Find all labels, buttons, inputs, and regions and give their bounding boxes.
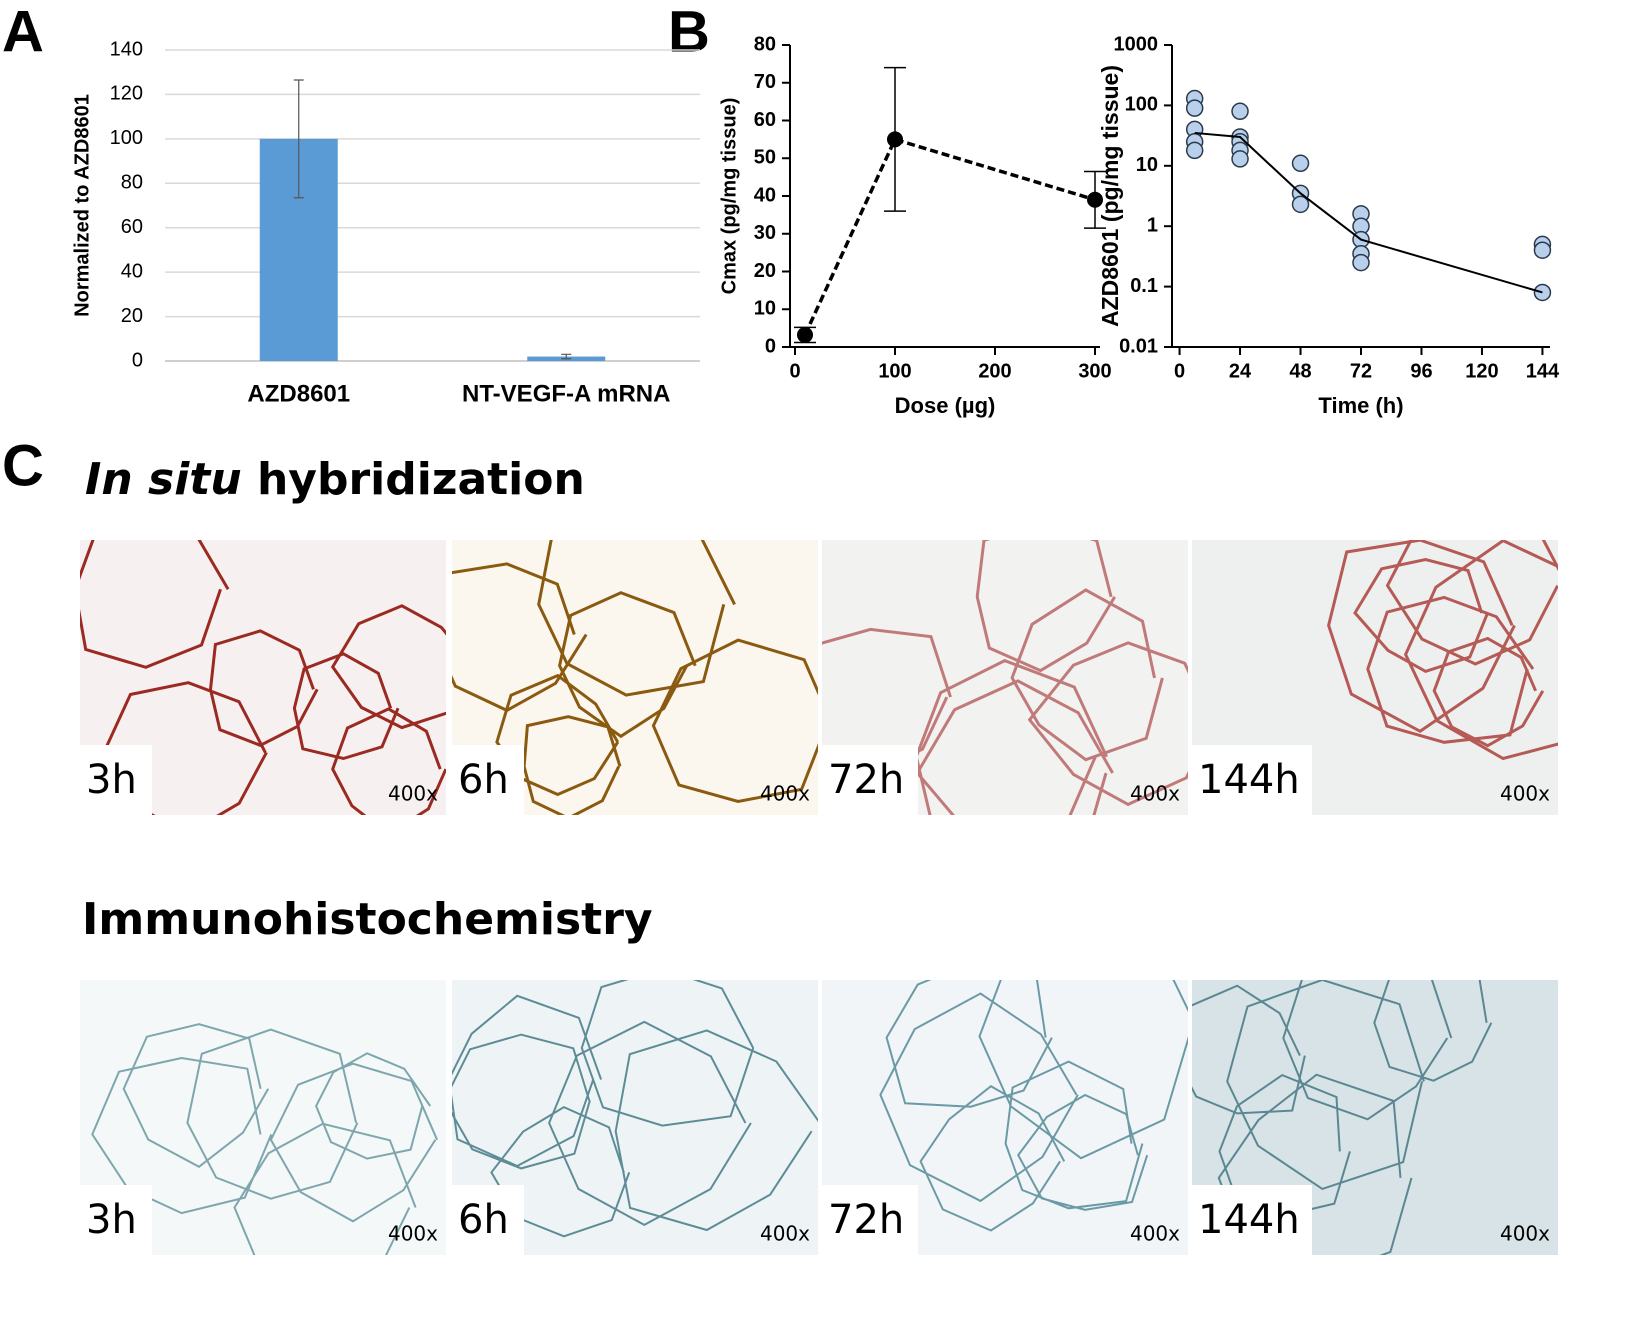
time-box xyxy=(1192,745,1312,815)
micrographs: 3h 400x 6h 400x 72h 400x 144h 400x 3h 400x 6h 400x 7… xyxy=(80,540,1558,1255)
y-tick-label: 140 xyxy=(110,38,143,60)
time-label: 144h xyxy=(1198,757,1300,803)
tissue xyxy=(80,540,446,815)
x-tick-label: 24 xyxy=(1229,360,1252,382)
tissue xyxy=(879,980,1188,1232)
magnification: 400x xyxy=(760,782,810,806)
y-tick-label: 50 xyxy=(754,147,776,169)
marker xyxy=(1087,191,1103,208)
y-tick-label: 70 xyxy=(754,71,776,93)
y-tick-label: 30 xyxy=(754,222,776,244)
y-tick-label: 20 xyxy=(754,260,776,282)
y-axis-title: Cmax (pg/mg tissue) xyxy=(718,98,740,295)
x-tick-label: 100 xyxy=(878,360,911,382)
time-box xyxy=(452,1185,524,1255)
y-tick-label: 80 xyxy=(121,172,143,194)
x-tick-label: 120 xyxy=(1465,360,1498,382)
marker xyxy=(887,131,903,148)
x-axis-title: Time (h) xyxy=(1318,393,1403,418)
tissue xyxy=(1327,540,1558,761)
x-tick-label: 144 xyxy=(1526,360,1560,382)
time-label: 6h xyxy=(458,1197,509,1243)
y-tick-label: 100 xyxy=(110,127,143,149)
line xyxy=(803,137,1096,336)
marker xyxy=(1533,241,1552,259)
y-tick-label: 10 xyxy=(1136,154,1158,176)
time-box xyxy=(822,1185,918,1255)
y-tick-label: 10 xyxy=(754,298,776,320)
y-tick-label: 0.01 xyxy=(1119,335,1158,357)
y-tick-label: 80 xyxy=(754,33,776,55)
marker xyxy=(1231,102,1249,121)
tissue xyxy=(452,980,818,1238)
magnification: 400x xyxy=(1130,782,1180,806)
magnification: 400x xyxy=(388,782,438,806)
marker xyxy=(1291,195,1310,214)
x-tick-label: 0 xyxy=(1174,360,1185,382)
x-tick-label: 96 xyxy=(1410,360,1432,382)
y-tick-label: 60 xyxy=(121,216,143,238)
marker xyxy=(1231,150,1249,168)
marker xyxy=(1291,154,1310,173)
time-label: 6h xyxy=(458,757,509,803)
time-box xyxy=(1192,1185,1312,1255)
panel-label: C xyxy=(2,433,44,498)
time-label: 72h xyxy=(828,757,904,803)
y-tick-label: 1000 xyxy=(1114,33,1159,55)
x-tick-label: 0 xyxy=(789,360,800,382)
marker xyxy=(1352,253,1370,272)
tissue xyxy=(91,1023,439,1255)
x-tick-label: AZD8601 xyxy=(247,380,350,407)
time-label: 3h xyxy=(86,757,137,803)
y-tick-label: 40 xyxy=(121,260,143,282)
section-title: Immunohistochemistry xyxy=(82,894,653,945)
x-tick-label: 300 xyxy=(1078,360,1111,382)
y-tick-label: 40 xyxy=(754,184,776,206)
y-tick-label: 120 xyxy=(110,83,143,105)
y-axis-title: Normalized to AZD8601 xyxy=(71,94,93,317)
y-axis-title: AZD8601 (pg/mg tissue) xyxy=(1097,65,1123,327)
x-tick-label: 72 xyxy=(1350,360,1372,382)
magnification: 400x xyxy=(1500,1222,1550,1246)
magnification: 400x xyxy=(1130,1222,1180,1246)
time-box xyxy=(452,745,524,815)
panel-label: A xyxy=(2,0,44,64)
y-tick-label: 20 xyxy=(121,305,143,327)
magnification: 400x xyxy=(1500,782,1550,806)
y-tick-label: 100 xyxy=(1125,94,1158,116)
title-rest: hybridization xyxy=(257,454,585,505)
line xyxy=(1194,131,1543,294)
time-box xyxy=(822,745,918,815)
tissue xyxy=(1192,980,1493,1255)
marker xyxy=(1185,141,1204,160)
error-bar xyxy=(293,79,304,199)
x-tick-label: NT-VEGF-A mRNA xyxy=(462,380,670,407)
marker xyxy=(797,326,813,343)
section-title: In situ hybridization xyxy=(85,454,585,505)
time-label: 144h xyxy=(1198,1197,1300,1243)
y-tick-label: 1 xyxy=(1147,214,1158,236)
y-tick-label: 60 xyxy=(754,109,776,131)
magnification: 400x xyxy=(760,1222,810,1246)
title-italic: In situ xyxy=(85,454,242,505)
x-axis-title: Dose (µg) xyxy=(895,393,996,418)
y-tick-label: 0 xyxy=(765,335,776,357)
marker xyxy=(1185,99,1204,117)
tissue xyxy=(452,540,818,815)
x-tick-label: 200 xyxy=(978,360,1011,382)
panel-label: B xyxy=(668,0,710,64)
x-tick-label: 48 xyxy=(1289,360,1311,382)
y-tick-label: 0 xyxy=(132,349,143,371)
time-box xyxy=(80,745,152,815)
time-box xyxy=(80,1185,152,1255)
magnification: 400x xyxy=(388,1222,438,1246)
y-tick-label: 0.1 xyxy=(1130,275,1158,297)
time-label: 3h xyxy=(86,1197,137,1243)
error-bar xyxy=(561,353,572,360)
time-label: 72h xyxy=(828,1197,904,1243)
